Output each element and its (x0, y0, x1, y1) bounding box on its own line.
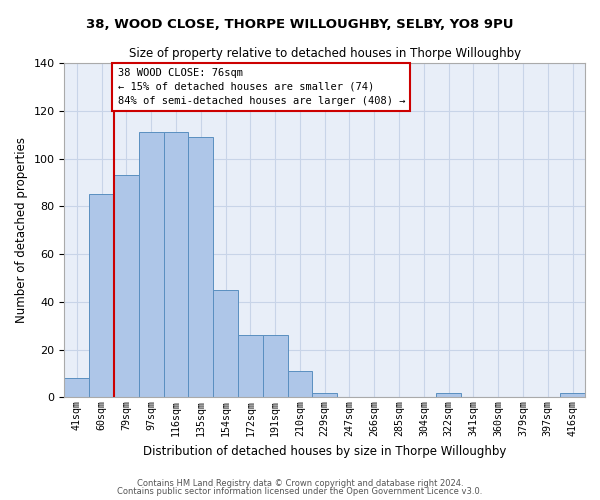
Text: 38 WOOD CLOSE: 76sqm
← 15% of detached houses are smaller (74)
84% of semi-detac: 38 WOOD CLOSE: 76sqm ← 15% of detached h… (118, 68, 405, 106)
Bar (114, 176, 139, 398)
Bar (89, 194, 114, 398)
Text: Contains HM Land Registry data © Crown copyright and database right 2024.: Contains HM Land Registry data © Crown c… (137, 478, 463, 488)
Title: Size of property relative to detached houses in Thorpe Willoughby: Size of property relative to detached ho… (128, 48, 521, 60)
Bar (238, 336, 263, 398)
Bar (164, 132, 188, 398)
Bar (313, 392, 337, 398)
X-axis label: Distribution of detached houses by size in Thorpe Willoughby: Distribution of detached houses by size … (143, 444, 506, 458)
Bar (287, 371, 313, 398)
Bar (213, 290, 238, 398)
Bar (263, 336, 287, 398)
Y-axis label: Number of detached properties: Number of detached properties (15, 137, 28, 323)
Bar (560, 392, 585, 398)
Bar (139, 132, 164, 398)
Bar (64, 378, 89, 398)
Text: 38, WOOD CLOSE, THORPE WILLOUGHBY, SELBY, YO8 9PU: 38, WOOD CLOSE, THORPE WILLOUGHBY, SELBY… (86, 18, 514, 30)
Text: Contains public sector information licensed under the Open Government Licence v3: Contains public sector information licen… (118, 487, 482, 496)
Bar (188, 137, 213, 398)
Bar (436, 392, 461, 398)
